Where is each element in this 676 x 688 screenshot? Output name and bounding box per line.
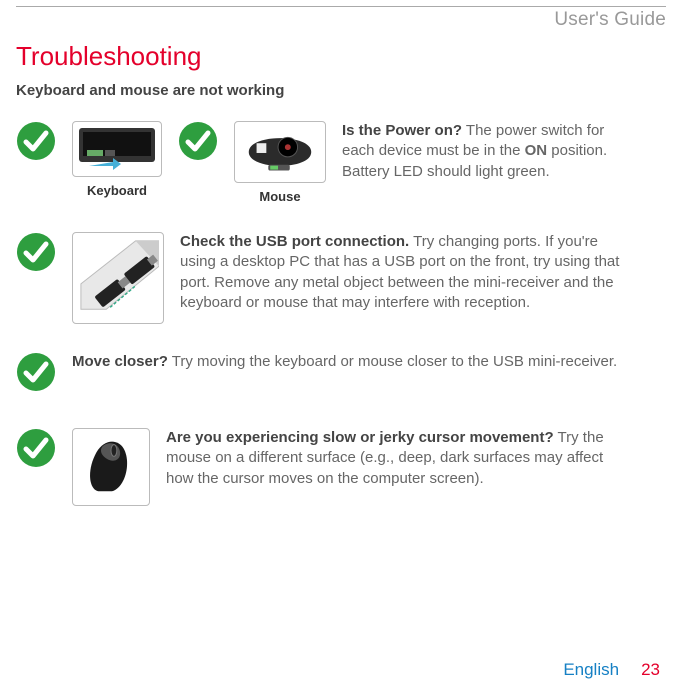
footer-page-number: 23 bbox=[641, 660, 660, 679]
step-power-on: ON bbox=[525, 142, 548, 159]
step-power-text: Is the Power on? The power switch for ea… bbox=[342, 121, 638, 182]
header-rule bbox=[16, 6, 666, 7]
step-power-lead: Is the Power on? bbox=[342, 122, 462, 139]
check-icon bbox=[16, 352, 56, 392]
page-footer: English 23 bbox=[563, 660, 660, 680]
check-icon bbox=[16, 121, 56, 161]
check-icon bbox=[16, 232, 56, 272]
check-icon bbox=[178, 121, 218, 161]
header-guide-label: User's Guide bbox=[16, 9, 666, 31]
mouse-side-thumb bbox=[72, 428, 150, 506]
step-move-lead: Move closer? bbox=[72, 353, 168, 370]
step-usb: Check the USB port connection. Try chang… bbox=[16, 232, 666, 324]
step-move-text: Move closer? Try moving the keyboard or … bbox=[72, 352, 617, 372]
step-usb-text: Check the USB port connection. Try chang… bbox=[180, 232, 632, 313]
mouse-thumb-col: Mouse bbox=[234, 121, 326, 204]
step-move-closer: Move closer? Try moving the keyboard or … bbox=[16, 352, 666, 392]
keyboard-caption: Keyboard bbox=[87, 183, 147, 198]
page: User's Guide Troubleshooting Keyboard an… bbox=[0, 0, 676, 688]
usb-port-thumb bbox=[72, 232, 164, 324]
page-title: Troubleshooting bbox=[16, 41, 666, 72]
footer-language: English bbox=[563, 660, 619, 679]
keyboard-thumb-col: Keyboard bbox=[72, 121, 162, 198]
mouse-caption: Mouse bbox=[259, 189, 300, 204]
check-icon bbox=[16, 428, 56, 468]
step-jerky-text: Are you experiencing slow or jerky curso… bbox=[166, 428, 618, 489]
step-power: Keyboard Mouse Is the Power on? The powe… bbox=[16, 121, 666, 204]
step-usb-lead: Check the USB port connection. bbox=[180, 233, 409, 250]
mouse-underside-thumb bbox=[234, 121, 326, 183]
step-jerky-cursor: Are you experiencing slow or jerky curso… bbox=[16, 428, 666, 506]
step-move-body: Try moving the keyboard or mouse closer … bbox=[168, 353, 617, 370]
step-jerky-lead: Are you experiencing slow or jerky curso… bbox=[166, 429, 554, 446]
page-subtitle: Keyboard and mouse are not working bbox=[16, 82, 666, 99]
keyboard-thumb bbox=[72, 121, 162, 177]
